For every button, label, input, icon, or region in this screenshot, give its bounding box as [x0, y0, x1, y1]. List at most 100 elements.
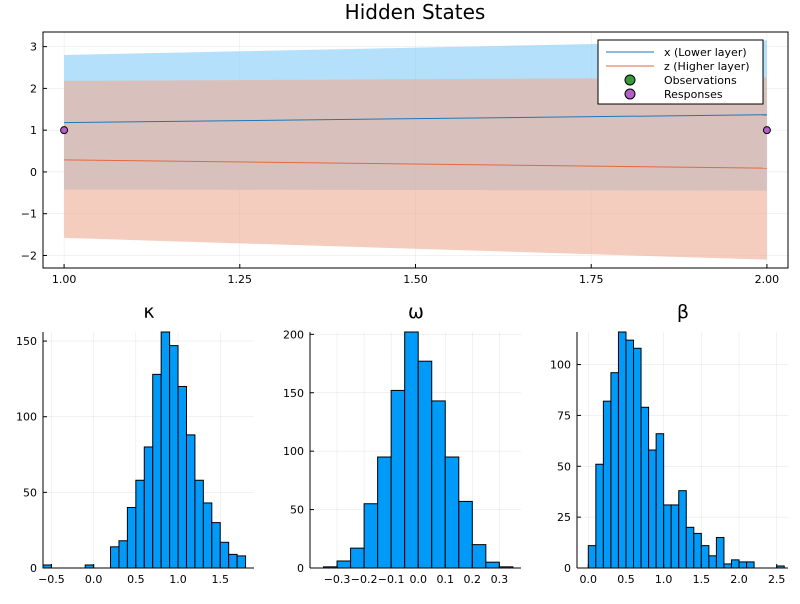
hidden-states-legend: x (Lower layer)z (Higher layer)Observati…: [597, 39, 764, 105]
omega-y-tick-label: 0: [297, 562, 304, 575]
omega-bar: [336, 560, 352, 569]
beta-y-tick-label: 50: [557, 460, 571, 473]
omega-y-tick-label: 50: [290, 504, 304, 517]
hidden-states-y-tick-label: 0: [30, 166, 37, 179]
kappa-title: κ: [143, 301, 154, 323]
response-point: [60, 126, 69, 135]
hidden-states-panel: Hidden States 1.00 1.25 1.50 1.75 2.00 −2 −1 0 1…: [21, 0, 789, 286]
kappa-y-tick-label: 150: [16, 335, 37, 348]
beta-y-tick-label: 75: [557, 409, 571, 422]
beta-bar: [715, 536, 725, 569]
beta-bar: [633, 347, 642, 569]
response-point: [762, 126, 771, 135]
omega-y-tick-label: 200: [283, 328, 304, 341]
omega-bar: [417, 360, 433, 569]
beta-bar: [746, 561, 755, 569]
kappa-bar: [169, 345, 179, 569]
omega-x-tick-label: 0.3: [491, 573, 509, 586]
kappa-bar: [135, 479, 145, 569]
omega-x-tick-label: −0.3: [324, 573, 351, 586]
beta-bar: [587, 545, 597, 569]
legend-marker: [624, 88, 636, 100]
omega-x-tick-label: −0.1: [378, 573, 405, 586]
legend-entry-label: z (Higher layer): [664, 60, 750, 73]
series-line-x: [64, 114, 767, 124]
hidden-states-y-tick-label: −1: [21, 208, 37, 221]
kappa-bar: [185, 434, 196, 569]
omega-bar: [444, 456, 460, 569]
kappa-x-tick-label: −0.5: [38, 573, 65, 586]
beta-bar: [648, 449, 657, 569]
beta-x-tick-label: 2.5: [768, 573, 786, 586]
omega-bar: [363, 503, 379, 569]
series-line-z: [64, 159, 767, 169]
omega-bar: [390, 389, 406, 569]
kappa-bar: [211, 522, 221, 569]
beta-bar: [678, 490, 687, 569]
hidden-states-y-tick-label: 1: [30, 124, 37, 137]
omega-bar: [431, 400, 446, 569]
legend-entry-label: Responses: [664, 88, 723, 101]
hidden-states-y-tick-label: 3: [30, 41, 37, 54]
beta-histogram-panel: β 0.0 0.5 1.0 1.5 2.0 2.5 0 25 50 75 100: [550, 301, 788, 586]
kappa-bar: [219, 541, 230, 569]
omega-title: ω: [408, 301, 424, 323]
kappa-x-tick-label: 1.5: [211, 573, 229, 586]
hidden-states-x-tick-label: 1.75: [579, 273, 604, 286]
beta-title: β: [677, 301, 689, 323]
beta-y-tick-label: 0: [564, 562, 571, 575]
beta-bar: [663, 504, 672, 569]
hidden-states-x-tick-label: 1.50: [403, 273, 428, 286]
kappa-bar: [143, 446, 154, 569]
beta-bar: [730, 559, 740, 569]
kappa-bar: [118, 540, 128, 569]
legend-marker: [624, 74, 636, 86]
beta-x-tick-label: 0.5: [617, 573, 635, 586]
beta-bar: [640, 406, 650, 569]
kappa-bar: [202, 502, 213, 569]
kappa-bar: [177, 385, 187, 569]
kappa-histogram-panel: κ −0.5 0.0 0.5 1.0 1.5 0 50 100 150: [16, 301, 254, 586]
omega-y-tick-label: 100: [283, 445, 304, 458]
beta-x-tick-label: 1.0: [655, 573, 673, 586]
omega-y-tick-label: 150: [283, 387, 304, 400]
beta-bar: [670, 504, 680, 569]
beta-bar: [723, 563, 732, 569]
beta-bar: [708, 555, 717, 569]
kappa-bar: [126, 506, 137, 569]
hidden-states-y-tick-label: −2: [21, 249, 37, 262]
beta-bar: [610, 372, 619, 569]
hidden-states-x-tick-label: 2.00: [755, 273, 780, 286]
kappa-y-tick-label: 100: [16, 411, 37, 424]
hidden-states-y-tick-label: 2: [30, 82, 37, 95]
beta-bar: [700, 545, 710, 569]
beta-bar: [595, 463, 604, 569]
hidden-states-frame: [42, 31, 789, 269]
omega-bar: [485, 561, 500, 569]
legend-entry-label: Observations: [664, 74, 737, 87]
beta-x-tick-label: 1.5: [693, 573, 711, 586]
kappa-x-tick-label: 0.0: [85, 573, 103, 586]
kappa-bar: [152, 373, 162, 569]
kappa-bar: [236, 555, 247, 569]
kappa-bar: [160, 331, 171, 569]
omega-x-tick-label: 0.0: [409, 573, 427, 586]
omega-x-tick-label: −0.2: [351, 573, 378, 586]
omega-bar: [458, 500, 473, 569]
hidden-states-x-tick-label: 1.25: [228, 273, 253, 286]
omega-bar: [377, 456, 392, 569]
hidden-states-x-tick-label: 1.00: [52, 273, 77, 286]
omega-x-tick-label: 0.2: [464, 573, 482, 586]
kappa-bar: [228, 553, 238, 569]
beta-x-tick-label: 0.0: [580, 573, 598, 586]
beta-bar: [685, 526, 695, 569]
beta-bar: [738, 561, 748, 569]
omega-x-tick-label: 0.1: [437, 573, 455, 586]
beta-bar: [602, 400, 612, 569]
beta-bar: [655, 433, 665, 569]
omega-bar: [350, 547, 365, 569]
beta-bar: [617, 331, 627, 569]
kappa-x-tick-label: 0.5: [127, 573, 145, 586]
kappa-bar: [194, 479, 204, 569]
